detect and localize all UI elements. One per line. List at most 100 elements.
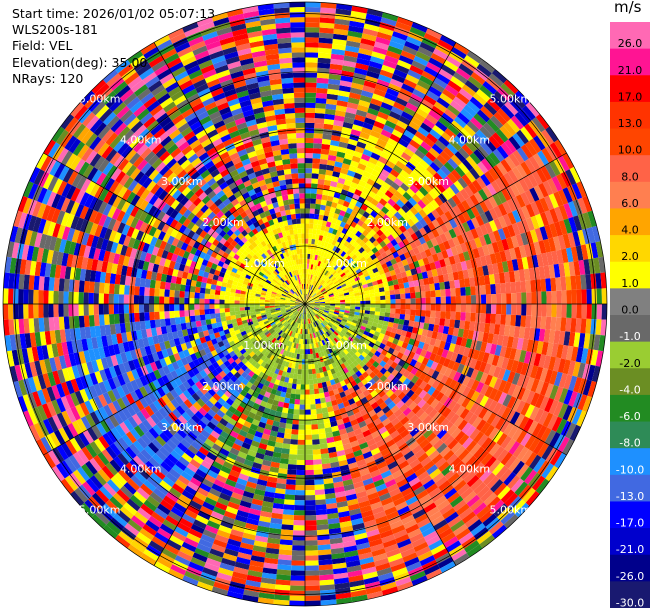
velocity-gate [432, 158, 444, 169]
velocity-gate [382, 124, 395, 134]
velocity-gate [348, 25, 364, 34]
velocity-gate [297, 369, 302, 375]
velocity-gate [331, 201, 338, 209]
velocity-gate [475, 226, 484, 238]
velocity-gate [334, 241, 341, 248]
velocity-gate [315, 504, 327, 511]
velocity-gate [561, 290, 567, 304]
velocity-gate [319, 158, 328, 165]
velocity-gate [305, 163, 313, 169]
velocity-gate [455, 287, 461, 297]
velocity-gate [307, 253, 311, 259]
velocity-gate [351, 262, 358, 269]
velocity-gate [445, 186, 456, 198]
velocity-gate [440, 213, 449, 224]
velocity-gate [353, 172, 363, 180]
velocity-gate [290, 570, 305, 576]
velocity-gate [286, 479, 296, 485]
velocity-gate [340, 131, 351, 139]
velocity-gate [311, 292, 316, 297]
velocity-gate [470, 312, 476, 322]
velocity-gate [307, 278, 309, 285]
velocity-gate [327, 260, 333, 267]
velocity-gate [488, 151, 501, 165]
velocity-gate [325, 200, 333, 207]
velocity-gate [377, 210, 386, 218]
velocity-gate [423, 66, 439, 78]
velocity-gate [466, 100, 481, 114]
velocity-gate [319, 267, 324, 273]
velocity-gate [305, 72, 318, 78]
velocity-gate [299, 409, 305, 415]
velocity-gate [323, 210, 330, 217]
velocity-gate [370, 198, 379, 207]
velocity-gate [371, 93, 385, 102]
velocity-gate [365, 112, 378, 121]
velocity-gate [460, 108, 474, 121]
velocity-gate [447, 197, 457, 209]
velocity-gate [292, 414, 300, 420]
velocity-gate [350, 301, 356, 304]
velocity-gate [518, 178, 530, 193]
velocity-gate [512, 150, 525, 165]
velocity-gate [525, 203, 536, 218]
velocity-gate [409, 184, 419, 194]
velocity-gate [435, 289, 441, 298]
velocity-gate [312, 378, 318, 385]
velocity-gate [316, 82, 329, 89]
velocity-gate [310, 291, 315, 297]
velocity-gate [313, 287, 317, 292]
velocity-gate [356, 184, 365, 192]
velocity-gate [472, 92, 487, 106]
velocity-gate [293, 515, 305, 521]
velocity-gate [428, 57, 444, 69]
velocity-gate [333, 264, 339, 271]
velocity-gate [313, 469, 323, 475]
velocity-gate [484, 210, 494, 223]
velocity-gate [465, 304, 472, 313]
velocity-gate [384, 189, 394, 199]
velocity-gate [333, 120, 344, 127]
velocity-gate [351, 5, 368, 14]
velocity-gate [503, 172, 515, 186]
velocity-gate [305, 198, 311, 204]
velocity-gate [504, 156, 517, 170]
velocity-gate [317, 293, 323, 297]
velocity-gate [363, 272, 370, 278]
velocity-gate [305, 349, 308, 355]
velocity-gate [316, 283, 321, 289]
velocity-gate [336, 203, 343, 211]
velocity-gate [404, 40, 420, 52]
velocity-gate [436, 251, 444, 261]
velocity-gate [465, 295, 472, 304]
velocity-gate [319, 443, 328, 450]
velocity-gate [335, 247, 341, 254]
velocity-gate [415, 297, 421, 304]
velocity-gate [295, 394, 301, 400]
velocity-gate [390, 215, 399, 224]
velocity-gate [544, 195, 555, 211]
velocity-gate [305, 484, 315, 491]
velocity-gate [320, 240, 326, 247]
velocity-gate [339, 80, 353, 88]
velocity-gate [316, 290, 321, 295]
velocity-gate [445, 288, 451, 297]
velocity-gate [540, 165, 552, 181]
velocity-gate [430, 52, 446, 65]
velocity-gate [448, 218, 458, 229]
velocity-gate [305, 294, 308, 300]
velocity-gate [524, 123, 538, 139]
velocity-gate [299, 404, 305, 410]
velocity-gate [449, 183, 460, 195]
velocity-gate [435, 120, 448, 132]
velocity-gate [382, 97, 396, 107]
velocity-gate [381, 12, 399, 22]
velocity-gate [406, 188, 416, 198]
velocity-gate [323, 263, 328, 270]
velocity-gate [520, 280, 527, 293]
velocity-gate [353, 150, 363, 159]
velocity-gate [394, 219, 403, 228]
velocity-gate [331, 175, 339, 183]
velocity-gate [295, 389, 301, 395]
velocity-gate [397, 207, 406, 217]
